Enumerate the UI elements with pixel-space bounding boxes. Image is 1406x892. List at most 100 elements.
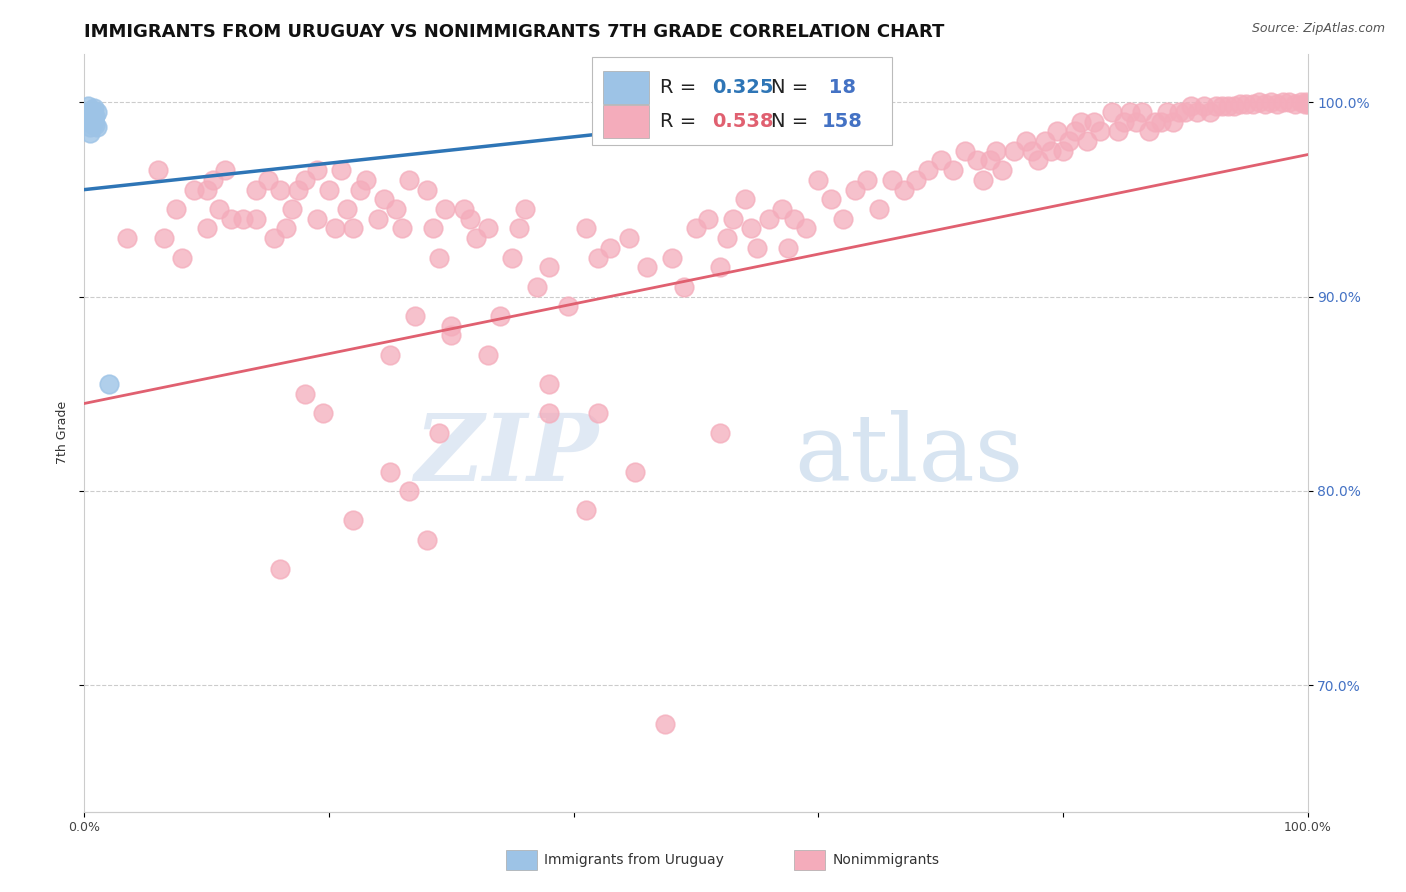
Point — [1223, 99, 1246, 113]
Point — [734, 192, 756, 206]
Point — [80, 111, 103, 125]
Point — [342, 221, 364, 235]
Point — [276, 221, 298, 235]
Point — [82, 116, 104, 130]
Point — [294, 173, 316, 187]
Point — [367, 211, 389, 226]
Point — [385, 202, 408, 216]
Point — [489, 309, 512, 323]
Point — [942, 163, 965, 178]
Text: N =: N = — [770, 112, 814, 131]
Point — [195, 183, 218, 197]
Point — [263, 231, 285, 245]
Text: 18: 18 — [823, 78, 856, 97]
Point — [83, 101, 105, 115]
Point — [1156, 104, 1178, 119]
Text: 0.325: 0.325 — [711, 78, 773, 97]
Point — [661, 251, 683, 265]
Point — [709, 260, 731, 275]
Point — [1241, 97, 1264, 112]
Point — [398, 483, 420, 498]
Point — [201, 173, 224, 187]
Point — [856, 173, 879, 187]
Point — [305, 211, 328, 226]
Point — [305, 163, 328, 178]
Point — [86, 104, 108, 119]
Point — [979, 153, 1001, 168]
Y-axis label: 7th Grade: 7th Grade — [56, 401, 69, 464]
Point — [453, 202, 475, 216]
Point — [1236, 97, 1258, 112]
Point — [219, 211, 242, 226]
Point — [538, 377, 561, 392]
Point — [404, 309, 426, 323]
Point — [575, 221, 598, 235]
Point — [82, 107, 104, 121]
Point — [636, 260, 658, 275]
Point — [1247, 95, 1270, 109]
Point — [77, 104, 100, 119]
Text: 158: 158 — [823, 112, 863, 131]
Point — [1211, 99, 1233, 113]
Point — [1180, 99, 1202, 113]
Point — [770, 202, 793, 216]
Text: atlas: atlas — [794, 410, 1024, 500]
Point — [1284, 97, 1306, 112]
Point — [1064, 124, 1087, 138]
Point — [586, 251, 609, 265]
Point — [146, 163, 169, 178]
Point — [599, 241, 621, 255]
Point — [831, 211, 853, 226]
Point — [1205, 99, 1227, 113]
Point — [373, 192, 395, 206]
Point — [747, 109, 769, 123]
Point — [1260, 95, 1282, 109]
Point — [502, 251, 524, 265]
Point — [1143, 114, 1166, 128]
Point — [1057, 134, 1080, 148]
Point — [685, 221, 707, 235]
Point — [1033, 134, 1056, 148]
Point — [917, 163, 939, 178]
Text: Immigrants from Uruguay: Immigrants from Uruguay — [544, 853, 724, 867]
Point — [1294, 97, 1316, 112]
Point — [84, 119, 107, 133]
Point — [1101, 104, 1123, 119]
Point — [83, 112, 105, 127]
Point — [440, 328, 463, 343]
Point — [330, 163, 353, 178]
Point — [1272, 95, 1295, 109]
Point — [869, 202, 891, 216]
Point — [1254, 97, 1277, 112]
Point — [1137, 124, 1160, 138]
Point — [972, 173, 994, 187]
Point — [312, 406, 335, 420]
Point — [1265, 97, 1288, 112]
Text: Source: ZipAtlas.com: Source: ZipAtlas.com — [1251, 22, 1385, 36]
Point — [1052, 144, 1074, 158]
Point — [586, 406, 609, 420]
Text: R =: R = — [661, 112, 703, 131]
Point — [354, 173, 377, 187]
Point — [427, 251, 450, 265]
Text: N =: N = — [770, 78, 814, 97]
Point — [1216, 99, 1239, 113]
Point — [740, 221, 762, 235]
Point — [1132, 104, 1154, 119]
Point — [434, 202, 457, 216]
Text: Nonimmigrants: Nonimmigrants — [832, 853, 939, 867]
Point — [232, 211, 254, 226]
Point — [336, 202, 359, 216]
Point — [172, 251, 194, 265]
Point — [880, 173, 903, 187]
Point — [1168, 104, 1191, 119]
Point — [1028, 153, 1050, 168]
Point — [747, 241, 769, 255]
Point — [1187, 104, 1209, 119]
Point — [1150, 114, 1173, 128]
Point — [820, 192, 842, 206]
Point — [208, 202, 231, 216]
Point — [1107, 124, 1129, 138]
Point — [1076, 134, 1098, 148]
Point — [458, 211, 481, 226]
